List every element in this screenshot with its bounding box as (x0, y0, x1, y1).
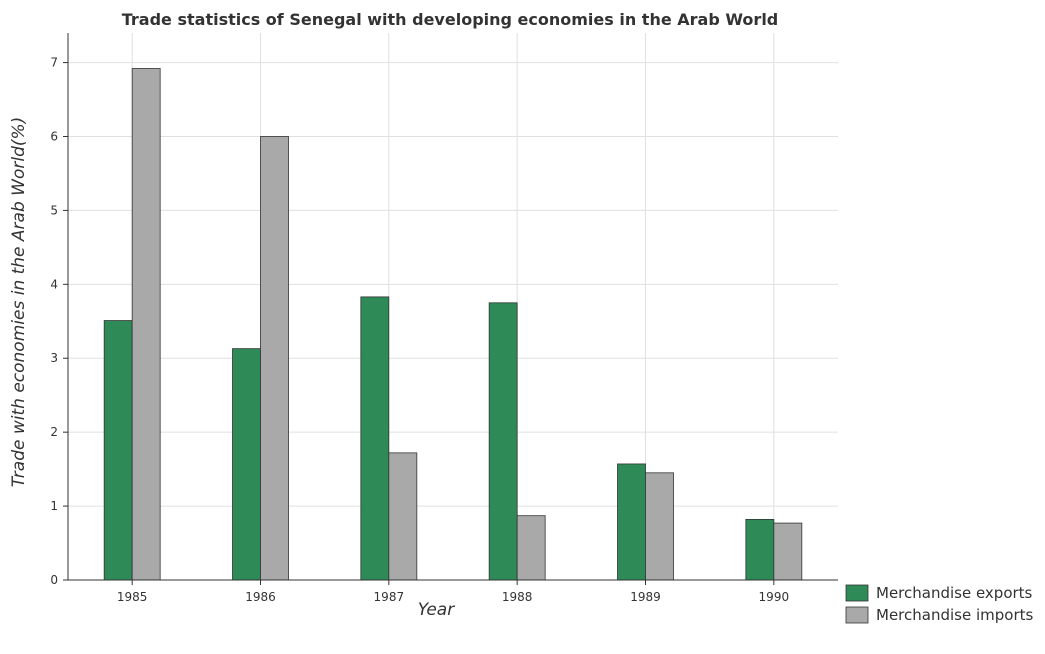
y-tick-label: 4 (50, 277, 58, 291)
bar-exports-1990 (745, 518, 775, 581)
bars (103, 68, 803, 581)
bar-imports-1985 (131, 68, 161, 581)
bar-exports-1988 (488, 302, 518, 581)
x-tick-label: 1985 (117, 590, 148, 604)
bar-exports-1989 (617, 463, 646, 581)
legend: Merchandise exports Merchandise imports (845, 584, 1033, 624)
y-tick-label: 7 (50, 56, 58, 70)
bar-imports-1988 (516, 515, 546, 581)
y-tick-label: 1 (50, 499, 58, 513)
x-tick-label: 1989 (630, 590, 661, 604)
x-tick-label: 1988 (502, 590, 533, 604)
bar-imports-1989 (645, 472, 674, 581)
legend-swatch-exports (845, 584, 869, 602)
y-tick-label: 3 (50, 351, 58, 365)
y-tick-label: 0 (50, 573, 58, 587)
legend-label-imports: Merchandise imports (876, 606, 1033, 624)
bar-exports-1985 (103, 320, 133, 581)
y-tick-label: 6 (50, 129, 58, 143)
bar-exports-1987 (360, 296, 390, 581)
x-tick-label: 1986 (245, 590, 276, 604)
bar-exports-1986 (232, 348, 261, 581)
axes: 0 1 2 3 4 5 6 7 1985 1986 1987 1988 1989 1990 (50, 33, 838, 604)
bar-imports-1990 (773, 522, 803, 581)
y-tick-label: 5 (50, 203, 58, 217)
bar-imports-1987 (388, 452, 418, 581)
x-tick-label: 1987 (374, 590, 405, 604)
y-axis-label: Trade with economies in the Arab World(%… (9, 117, 29, 488)
grid-lines (68, 33, 838, 581)
chart-title: Trade statistics of Senegal with develop… (122, 10, 779, 29)
x-tick-label: 1990 (759, 590, 790, 604)
y-tick-label: 2 (50, 425, 58, 439)
legend-swatch-imports (845, 606, 869, 624)
bar-imports-1986 (260, 136, 289, 581)
legend-label-exports: Merchandise exports (876, 584, 1033, 602)
x-axis-label: Year (418, 600, 455, 620)
